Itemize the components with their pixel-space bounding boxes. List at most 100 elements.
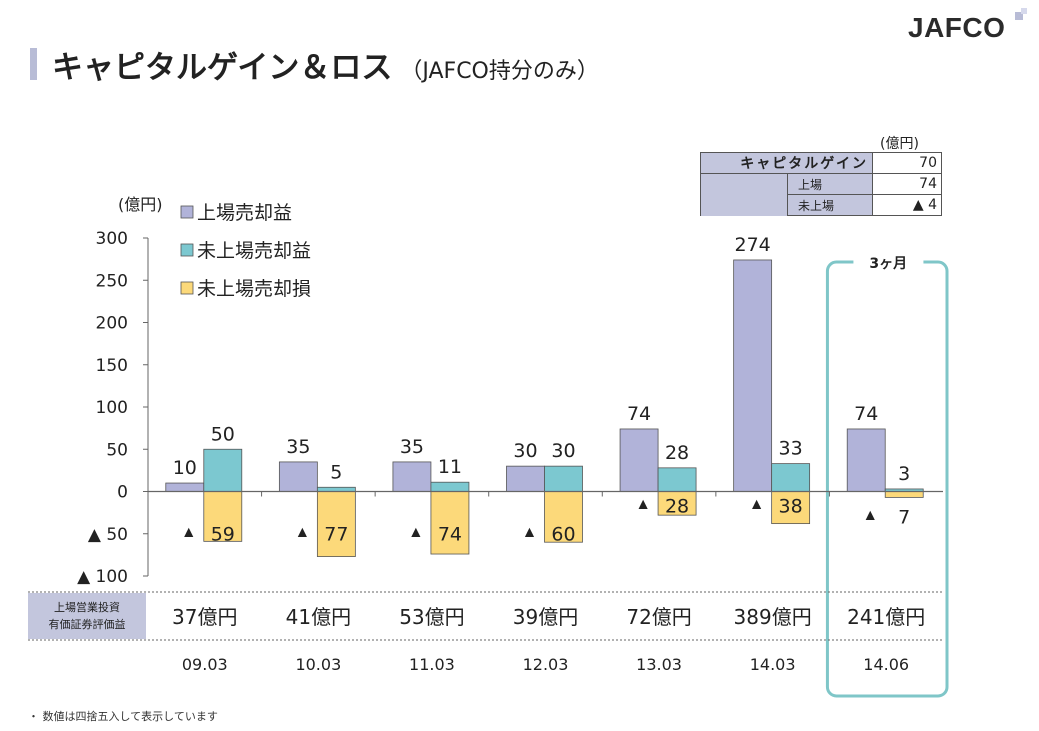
bar-unlisted-loss [884,491,924,498]
loss-triangle-icon: ▲ [638,497,648,511]
x-tick-label: 10.03 [295,655,341,674]
x-tick-label: 09.03 [182,655,228,674]
row-value: 39億円 [513,605,578,629]
data-label-listed-gain: 10 [173,457,197,479]
x-tick-label: 12.03 [523,655,569,674]
legend-label: 未上場売却損 [197,278,311,300]
bar-unlisted-gain [316,486,356,492]
data-label-listed-gain: 274 [735,234,771,256]
summary-label-gain: キャピタルゲイン [700,152,873,174]
summary-table: キャピタルゲイン 70 上場 74 未上場 ▲ 4 [700,152,942,216]
data-label-unlisted-loss: 74 [438,524,462,546]
y-tick-label: 0 [117,483,128,503]
y-axis-unit-label: (億円) [118,195,163,214]
data-label-listed-gain: 30 [513,440,537,462]
data-label-unlisted-gain: 33 [779,438,803,460]
data-label-listed-gain: 35 [400,436,424,458]
legend-swatch [180,205,194,219]
data-label-listed-gain: 35 [286,436,310,458]
bar-listed-gain [846,428,886,492]
x-tick-label: 14.03 [750,655,796,674]
loss-triangle-icon: ▲ [298,525,308,539]
data-label-unlisted-gain: 5 [330,461,342,483]
x-tick-label: 14.06 [863,655,909,674]
bar-listed-gain [392,461,432,492]
bar-unlisted-gain [657,467,697,492]
summary-label-listed: 上場 [787,173,873,195]
x-tick-label: 11.03 [409,655,455,674]
bar-unlisted-gain [771,463,811,492]
y-tick-label: ▲ 100 [77,567,128,587]
data-label-unlisted-loss: 38 [779,496,803,518]
row-value: 241億円 [847,605,925,629]
data-label-unlisted-gain: 28 [665,442,689,464]
x-tick-label: 13.03 [636,655,682,674]
row-header-bg [28,593,146,639]
bar-unlisted-gain [544,465,583,492]
summary-row-unlisted: 未上場 ▲ 4 [701,194,942,216]
data-label-unlisted-gain: 3 [898,463,910,485]
y-tick-label: 250 [96,271,128,291]
data-label-unlisted-loss: 59 [211,524,235,546]
y-tick-label: 50 [106,440,128,460]
title-accent-bar [30,48,37,80]
bar-listed-gain [733,259,773,492]
y-tick-label: 150 [96,356,128,376]
bar-listed-gain [165,482,205,492]
summary-row-listed: 上場 74 [700,173,942,216]
bar-unlisted-loss [544,491,583,543]
data-label-listed-gain: 74 [627,403,651,425]
highlight-box [825,260,949,698]
data-label-unlisted-gain: 50 [211,423,235,445]
row-value: 53億円 [399,605,464,629]
summary-spacer [700,173,788,216]
summary-row-gain: キャピタルゲイン 70 [700,152,942,174]
summary-value-gain: 70 [872,152,942,174]
bar-unlisted-loss [771,491,811,525]
loss-triangle-icon: ▲ [525,525,535,539]
legend-label: 未上場売却益 [197,240,311,262]
loss-triangle-icon: ▲ [184,525,194,539]
summary-value-unlisted: ▲ 4 [872,194,942,216]
bar-listed-gain [619,428,659,492]
data-label-unlisted-loss: 77 [324,524,348,546]
loss-triangle-icon: ▲ [411,525,421,539]
y-tick-label: 100 [96,398,128,418]
row-header-line1: 上場営業投資 [54,600,120,614]
title-main: キャピタルゲイン＆ロス [52,50,393,86]
bar-unlisted-gain [430,481,470,492]
bar-unlisted-gain [203,448,243,492]
row-value: 37億円 [172,605,237,629]
y-tick-label: 300 [96,229,128,249]
bar-listed-gain [506,465,545,492]
data-label-unlisted-loss: 60 [551,524,575,546]
data-label-unlisted-loss: 7 [898,506,910,528]
logo-mark-icon [1015,8,1027,20]
legend-label: 上場売却益 [197,202,292,224]
data-label-unlisted-loss: 28 [665,496,689,518]
legend-swatch [180,281,194,295]
row-value: 389億円 [734,605,812,629]
data-label-unlisted-gain: 30 [551,440,575,462]
summary-value-listed: 74 [872,173,942,195]
loss-triangle-icon: ▲ [752,497,762,511]
y-tick-label: 200 [96,314,128,334]
page-title: キャピタルゲイン＆ロス （JAFCO持分のみ） [52,42,599,87]
y-tick-label: ▲ 50 [88,525,128,545]
jafco-logo: JAFCO [908,12,1006,43]
loss-triangle-icon: ▲ [866,507,876,521]
summary-unit: (億円) [880,136,919,152]
row-header-line2: 有価証券評価益 [49,617,126,631]
bar-unlisted-loss [203,491,243,542]
summary-label-unlisted: 未上場 [787,194,873,216]
title-subtitle: （JAFCO持分のみ） [400,59,599,84]
bar-unlisted-loss [430,491,470,555]
bar-listed-gain [278,461,318,492]
bar-unlisted-loss [316,491,356,557]
footnote: ・ 数値は四捨五入して表示しています [28,710,218,723]
data-label-unlisted-gain: 11 [438,456,462,478]
highlight-label-bg [853,252,924,272]
legend-swatch [180,243,194,257]
row-value: 72億円 [626,605,691,629]
